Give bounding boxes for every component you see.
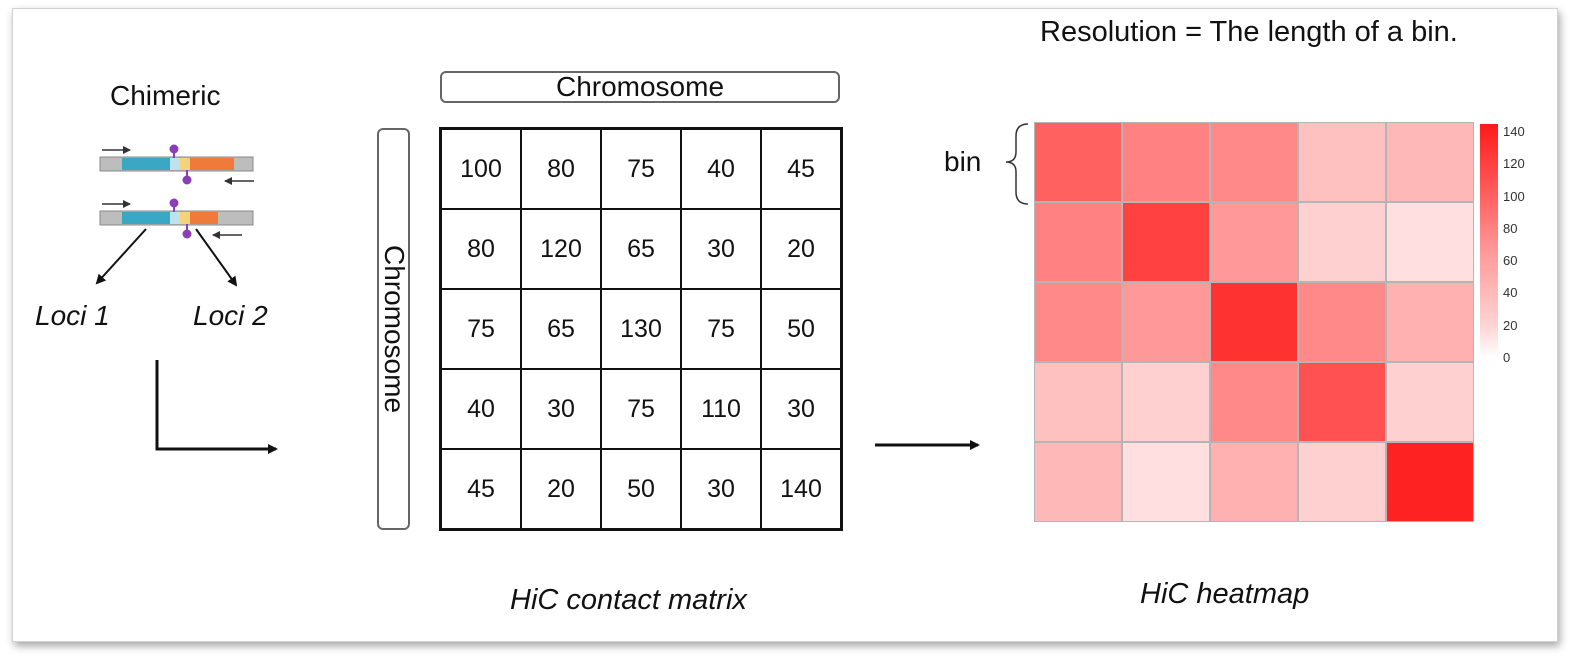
colorbar-tick-label: 100 [1503,188,1525,204]
dna-fragment-icon [99,144,254,185]
heatmap-cell [1034,362,1122,442]
matrix-cell: 30 [681,449,761,529]
colorbar-tick-label: 0 [1503,350,1511,365]
chromosome-row-header: Chromosome [377,128,410,530]
dna-fragment-icon [99,198,254,239]
matrix-cell: 100 [441,129,521,209]
heatmap-cell [1298,442,1386,522]
heatmap-cell [1034,122,1122,202]
matrix-cell: 75 [681,289,761,369]
colorbar-tick-label: 40 [1503,285,1518,301]
heatmap-cell [1210,442,1298,522]
heatmap-cell [1298,122,1386,202]
heatmap-cell [1386,442,1474,522]
bin-brace [1005,123,1029,205]
loci-1-arrow [95,228,147,285]
chromosome-col-header-text: Chromosome [555,71,725,102]
matrix-cell: 65 [521,289,601,369]
matrix-cell: 20 [521,449,601,529]
matrix-cell: 80 [521,129,601,209]
matrix-cell: 50 [601,449,681,529]
matrix-cell: 45 [441,449,521,529]
matrix-cell: 120 [521,209,601,289]
hic-contact-matrix: 100 80 75 40 45 80 120 65 30 20 75 65 130 75 50 40 30 75 1… [439,127,843,531]
matrix-cell: 20 [761,209,841,289]
bin-label: bin [944,146,982,177]
loci-2-arrow [195,228,238,287]
matrix-cell: 75 [601,129,681,209]
matrix-cell: 30 [521,369,601,449]
matrix-cell: 65 [601,209,681,289]
right-arrow-icon [155,360,278,454]
heatmap-cell [1210,282,1298,362]
matrix-cell: 30 [761,369,841,449]
matrix-cell: 110 [681,369,761,449]
heatmap-cell [1386,362,1474,442]
colorbar-tick-label: 80 [1503,220,1518,236]
matrix-cell: 50 [761,289,841,369]
heatmap-cell [1386,202,1474,282]
matrix-cell: 45 [761,129,841,209]
matrix-caption: HiC contact matrix [510,584,747,616]
matrix-cell: 140 [761,449,841,529]
heatmap-cell [1210,202,1298,282]
matrix-cell: 75 [441,289,521,369]
heatmap-cell [1386,122,1474,202]
heatmap-cell [1298,282,1386,362]
hic-heatmap [1034,122,1474,522]
loci-2-label: Loci 2 [193,300,268,331]
matrix-cell: 130 [601,289,681,369]
colorbar-tick-label: 140 [1503,124,1525,140]
heatmap-cell [1210,362,1298,442]
heatmap-cell [1386,282,1474,362]
heatmap-colorbar [1480,124,1498,358]
matrix-cell: 80 [441,209,521,289]
matrix-cell: 40 [441,369,521,449]
heatmap-cell [1122,282,1210,362]
chromosome-row-header-text: Chromosome [378,244,410,414]
heatmap-cell [1034,442,1122,522]
heatmap-caption: HiC heatmap [1140,578,1310,610]
chromosome-col-header: Chromosome [440,71,840,103]
loci-1-label: Loci 1 [35,300,110,331]
matrix-cell: 30 [681,209,761,289]
matrix-cell: 40 [681,129,761,209]
heatmap-cell [1210,122,1298,202]
colorbar-tick-label: 60 [1503,253,1518,269]
heatmap-cell [1034,282,1122,362]
chimeric-label: Chimeric [110,80,221,111]
resolution-note: Resolution = The length of a bin. [1040,16,1458,48]
heatmap-cell [1298,202,1386,282]
heatmap-cell [1298,362,1386,442]
heatmap-cell [1122,362,1210,442]
heatmap-cell [1122,122,1210,202]
heatmap-cell [1034,202,1122,282]
heatmap-cell [1122,202,1210,282]
colorbar-tick-label: 120 [1503,156,1525,172]
heatmap-cell [1122,442,1210,522]
colorbar-tick-label: 20 [1503,317,1518,333]
matrix-cell: 75 [601,369,681,449]
